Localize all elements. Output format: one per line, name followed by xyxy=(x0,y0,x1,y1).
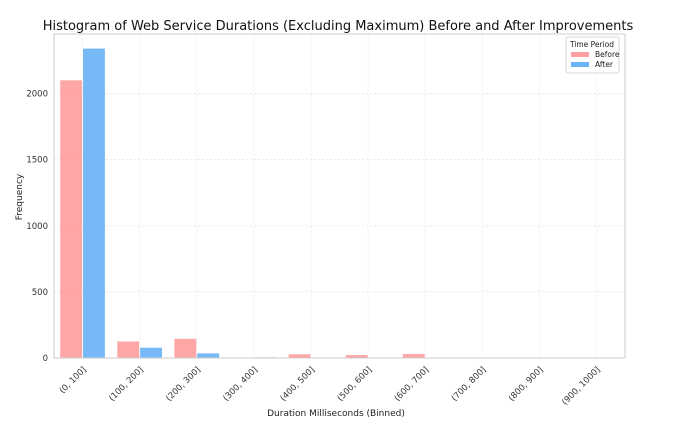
bar-before xyxy=(345,355,368,358)
x-axis-label: Duration Milliseconds (Binned) xyxy=(267,409,405,419)
x-tick-label: (200, 300] xyxy=(164,365,203,404)
x-ticks: (0, 100] (100, 200] (200, 300] (300, 400] (4… xyxy=(58,365,603,407)
legend-swatch-before xyxy=(571,52,589,57)
y-tick-label: 1000 xyxy=(26,222,48,232)
y-ticks: 0 500 1000 1500 2000 xyxy=(26,90,48,364)
chart-title: Histogram of Web Service Durations (Excl… xyxy=(43,19,634,34)
x-tick-label: (600, 700] xyxy=(393,365,432,404)
y-axis-label: Frequency xyxy=(15,173,25,220)
bar-before xyxy=(174,338,197,358)
x-tick-label: (700, 800] xyxy=(450,365,489,404)
x-tick-label: (500, 600] xyxy=(336,365,375,404)
x-tick-label: (900, 1000] xyxy=(560,365,602,407)
legend-swatch-after xyxy=(571,62,589,67)
bar-before xyxy=(60,80,83,359)
plot-frame xyxy=(53,33,626,359)
bar-before xyxy=(117,341,140,358)
x-tick-label: (400, 500] xyxy=(279,365,318,404)
bars-layer xyxy=(60,48,619,359)
legend-title: Time Period xyxy=(569,40,614,49)
y-tick-label: 1500 xyxy=(26,156,48,166)
x-tick-label: (100, 200] xyxy=(107,365,146,404)
bar-after xyxy=(197,353,220,358)
y-tick-label: 0 xyxy=(43,354,48,364)
legend-label-before: Before xyxy=(595,50,620,59)
grid-layer xyxy=(54,34,625,359)
bar-before xyxy=(288,354,311,358)
x-tick-label: (300, 400] xyxy=(221,365,260,404)
x-tick-label: (800, 900] xyxy=(507,365,546,404)
legend: Time Period Before After xyxy=(565,36,620,74)
bar-before xyxy=(402,354,425,358)
legend-label-after: After xyxy=(595,60,614,69)
y-tick-label: 500 xyxy=(32,288,48,298)
y-tick-label: 2000 xyxy=(26,90,48,100)
x-tick-label: (0, 100] xyxy=(58,365,89,396)
bar-after xyxy=(140,347,162,358)
bar-after xyxy=(83,48,105,359)
